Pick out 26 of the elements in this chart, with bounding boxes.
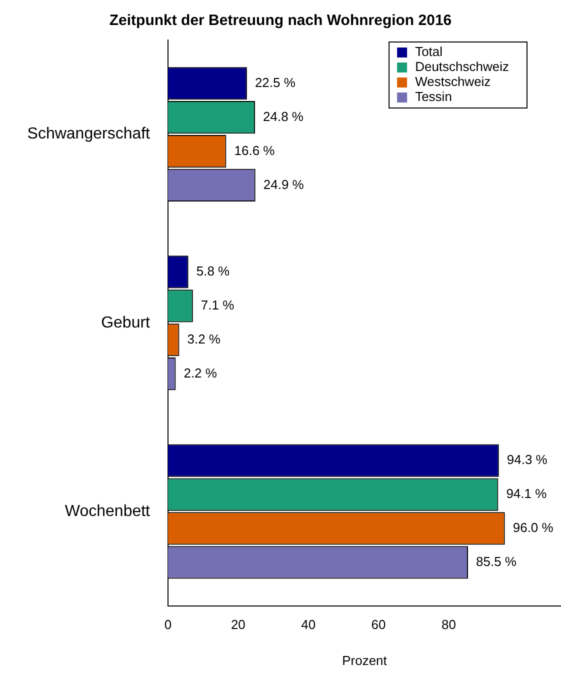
legend-label: Deutschschweiz [415, 59, 510, 74]
data-label: 3.2 % [187, 331, 221, 346]
data-label: 85.5 % [476, 554, 517, 569]
chart-title: Zeitpunkt der Betreuung nach Wohnregion 2016 [109, 12, 452, 30]
x-axis-title: Prozent [342, 652, 388, 668]
data-label: 94.1 % [506, 486, 548, 502]
x-tick-label: 80 [441, 617, 456, 632]
data-label: 16.6 % [234, 142, 276, 158]
legend-label: Tessin [415, 89, 452, 104]
legend-label: Westschweiz [415, 74, 491, 90]
y-tick-label: Wochenbett [64, 502, 151, 520]
y-tick-label: Schwangerschaft [27, 126, 151, 143]
x-tick-label: 60 [371, 617, 386, 632]
data-label: 96.0 % [512, 520, 554, 536]
data-label: 24.9 % [263, 176, 304, 192]
x-tick-label: 0 [164, 617, 172, 632]
x-tick-label: 20 [230, 617, 246, 632]
data-label: 22.5 % [254, 74, 296, 90]
data-label: 7.1 % [200, 298, 235, 313]
data-label: 24.8 % [263, 108, 304, 124]
data-label: 94.3 % [506, 452, 548, 468]
data-label: 5.8 % [196, 264, 230, 279]
x-tick-label: 40 [301, 617, 316, 632]
y-tick-label: Geburt [101, 314, 151, 332]
legend-label: Total [415, 44, 443, 60]
data-label: 2.2 % [184, 365, 218, 380]
